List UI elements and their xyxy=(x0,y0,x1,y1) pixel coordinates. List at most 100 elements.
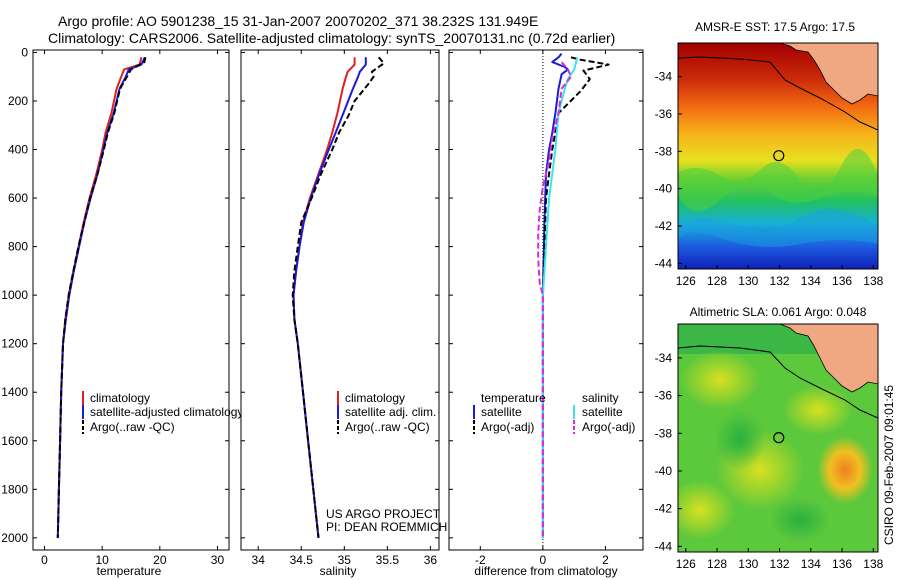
map-x-tick-label: 138 xyxy=(863,274,883,288)
altimetric-sla-map: Altimetric SLA: 0.061 Argo: 0.048 -34 -36… xyxy=(655,305,884,571)
x-tick-label: 20 xyxy=(153,553,167,567)
y-tick-label: 600 xyxy=(8,191,28,205)
legend-label-satellite: satellite-adjusted climatology xyxy=(90,405,243,419)
sst-cyan-band xyxy=(678,208,878,247)
map-x-tick-label: 136 xyxy=(832,274,852,288)
y-tick-label: 0 xyxy=(21,45,28,59)
legend-label-sal-satellite: satellite xyxy=(582,405,623,419)
y-tick-label: 800 xyxy=(8,240,28,254)
project-label: US ARGO PROJECT xyxy=(326,507,441,521)
temperature-y-ticks: 0 200 400 600 800 1000 1200 1400 1600 1800 2000 xyxy=(1,45,229,545)
difference-axes-box xyxy=(448,49,644,551)
temperature-legend: climatology satellite-adjusted climatolo… xyxy=(82,391,243,434)
legend-label-climatology: climatology xyxy=(345,391,405,405)
x-tick-label: 36 xyxy=(424,553,438,567)
y-tick-label: 1400 xyxy=(1,385,28,399)
sla-yellow-patch xyxy=(678,480,735,540)
salinity-x-label: salinity xyxy=(320,564,357,578)
x-tick-label: 2 xyxy=(602,553,609,567)
x-tick-label: 34.5 xyxy=(290,553,314,567)
map-y-tick-label: -34 xyxy=(655,351,673,365)
temperature-x-ticks: 0 10 20 30 xyxy=(41,50,224,567)
series-line-salinity-argo-adj xyxy=(537,61,572,538)
sla-y-ticks: -34 -36 -38 -40 -42 -44 xyxy=(655,351,682,553)
map-y-tick-label: -38 xyxy=(655,426,673,440)
legend-heading-temperature: temperature xyxy=(481,391,546,405)
salinity-profile-panel: 34 34.5 35 35.5 36 salinity climatology sate… xyxy=(240,49,447,578)
difference-series xyxy=(537,50,610,550)
temperature-axes-box xyxy=(32,49,230,551)
sla-yellow-patch xyxy=(783,385,853,435)
series-line-argo-raw-qc xyxy=(56,57,147,538)
map-x-tick-label: 130 xyxy=(738,557,758,571)
x-tick-label: 34 xyxy=(252,553,266,567)
sla-map-frame xyxy=(677,323,879,553)
x-tick-label: 35.5 xyxy=(376,553,400,567)
sst-green-band xyxy=(678,148,878,212)
y-tick-label: 1000 xyxy=(1,288,28,302)
sla-yellow-patch xyxy=(680,350,760,410)
map-x-tick-label: 126 xyxy=(676,274,696,288)
map-y-tick-label: -40 xyxy=(655,464,673,478)
y-tick-label: 1200 xyxy=(1,337,28,351)
x-tick-label: 35 xyxy=(338,553,352,567)
x-tick-label: 0 xyxy=(540,553,547,567)
csiro-timestamp: CSIRO 09-Feb-2007 09:01:45 xyxy=(882,385,896,545)
x-tick-label: 30 xyxy=(211,553,225,567)
series-line-salinity-satellite xyxy=(541,57,579,538)
salinity-y-ticks xyxy=(241,51,439,539)
map-x-tick-label: 128 xyxy=(707,274,727,288)
map-x-tick-label: 134 xyxy=(801,557,821,571)
map-x-tick-label: 126 xyxy=(676,557,696,571)
y-tick-label: 1800 xyxy=(1,482,28,496)
amsr-sst-map: AMSR-E SST: 17.5 Argo: 17.5 -34 -36 -38 -40… xyxy=(655,20,884,288)
salinity-x-ticks: 34 34.5 35 35.5 36 xyxy=(252,50,438,567)
map-y-tick-label: -34 xyxy=(655,70,673,84)
legend-label-temp-satellite: satellite xyxy=(481,405,522,419)
sla-float-marker xyxy=(773,432,785,444)
sla-orange-high xyxy=(817,436,873,504)
temperature-x-label: temperature xyxy=(97,564,162,578)
sst-y-ticks: -34 -36 -38 -40 -42 -44 xyxy=(655,70,682,270)
salinity-axes-box xyxy=(240,49,440,551)
sst-x-ticks: 126 128 130 132 134 136 138 xyxy=(676,265,884,288)
map-y-tick-label: -40 xyxy=(655,182,673,196)
y-tick-label: 1600 xyxy=(1,434,28,448)
map-x-tick-label: 138 xyxy=(863,557,883,571)
map-x-tick-label: 134 xyxy=(801,274,821,288)
pi-label: PI: DEAN ROEMMICH xyxy=(326,520,447,534)
map-y-tick-label: -36 xyxy=(655,389,673,403)
map-y-tick-label: -44 xyxy=(655,539,673,553)
map-x-tick-label: 132 xyxy=(770,274,790,288)
difference-legend: temperature satellite Argo(-adj) salinit… xyxy=(473,391,635,434)
salinity-series xyxy=(291,56,385,539)
map-y-tick-label: -42 xyxy=(655,219,673,233)
legend-label-sal-argo: Argo(-adj) xyxy=(582,420,635,434)
legend-label-argo: Argo(..raw -QC) xyxy=(90,420,175,434)
salinity-legend: climatology satellite adj. clim. Argo(..… xyxy=(337,391,436,434)
legend-label-temp-argo: Argo(-adj) xyxy=(481,420,534,434)
sla-x-ticks: 126 128 130 132 134 136 138 xyxy=(676,548,884,571)
map-y-tick-label: -36 xyxy=(655,107,673,121)
sla-shelf-contour xyxy=(678,345,878,419)
legend-label-argo: Argo(..raw -QC) xyxy=(345,420,430,434)
sst-float-marker xyxy=(773,150,785,162)
sla-green-patch xyxy=(715,410,765,470)
sla-map-title: Altimetric SLA: 0.061 Argo: 0.048 xyxy=(690,305,867,319)
sla-green-patch xyxy=(770,498,830,542)
map-x-tick-label: 130 xyxy=(738,274,758,288)
map-y-tick-label: -42 xyxy=(655,502,673,516)
sst-map-title: AMSR-E SST: 17.5 Argo: 17.5 xyxy=(695,20,855,34)
y-tick-label: 2000 xyxy=(1,531,28,545)
sla-australia-land xyxy=(779,324,878,393)
map-x-tick-label: 128 xyxy=(707,557,727,571)
legend-label-climatology: climatology xyxy=(90,391,150,405)
legend-heading-salinity: salinity xyxy=(582,391,619,405)
figure-title-line1: Argo profile: AO 5901238_15 31-Jan-2007 … xyxy=(58,13,538,29)
x-tick-label: 0 xyxy=(41,553,48,567)
x-tick-label: -2 xyxy=(475,553,486,567)
legend-label-satellite: satellite adj. clim. xyxy=(345,405,436,419)
sst-australia-land xyxy=(779,43,878,105)
difference-x-label: difference from climatology xyxy=(474,564,617,578)
